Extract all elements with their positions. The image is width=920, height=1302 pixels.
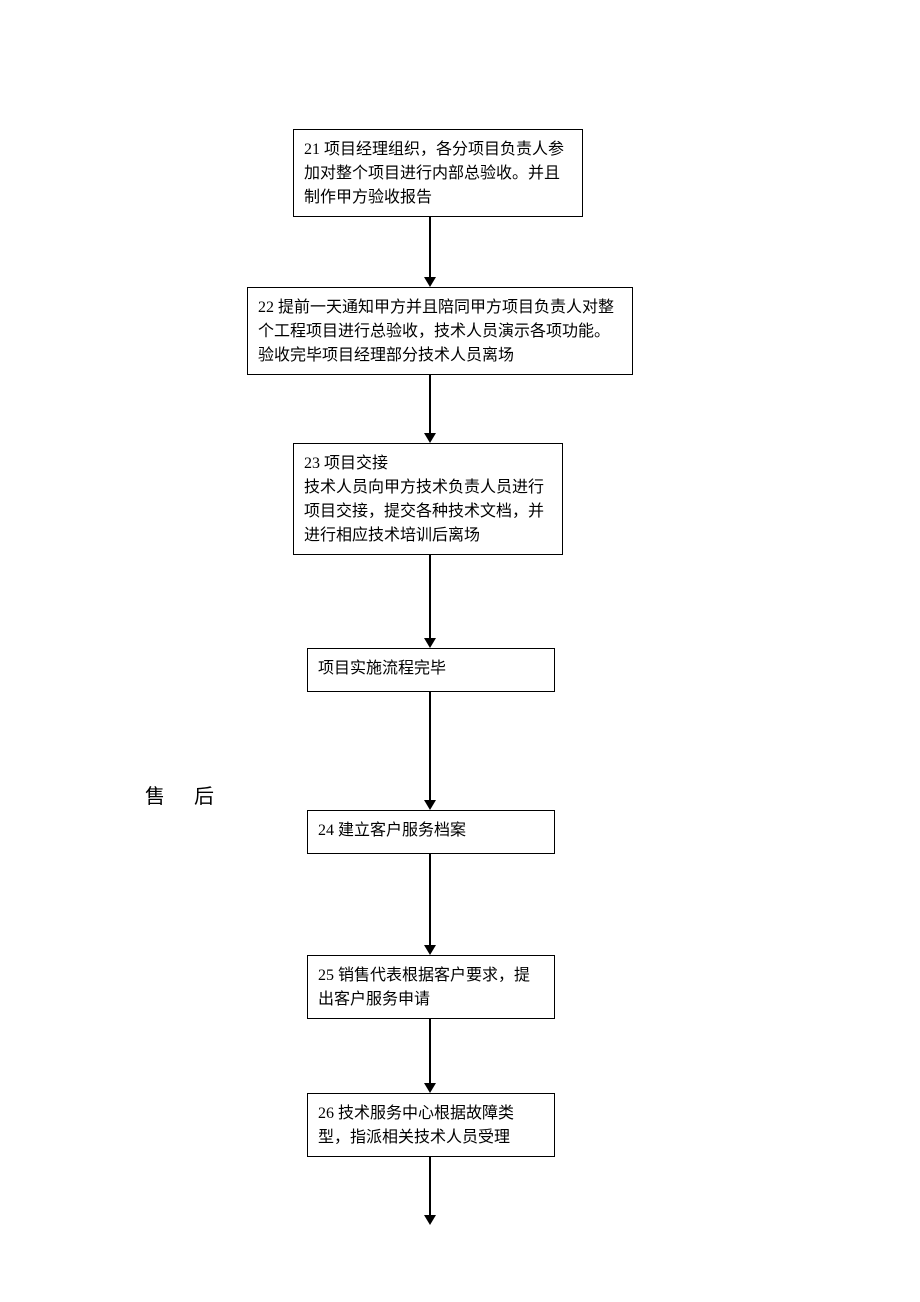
node-21: 21 项目经理组织，各分项目负责人参加对整个项目进行内部总验收。并且制作甲方验收… <box>293 129 583 217</box>
flowchart-container: 售 后 21 项目经理组织，各分项目负责人参加对整个项目进行内部总验收。并且制作… <box>0 0 920 1302</box>
arrow-line <box>429 555 431 638</box>
arrow-line <box>429 1019 431 1083</box>
arrow-head <box>424 277 436 287</box>
arrow-line <box>429 854 431 945</box>
arrow-head <box>424 1083 436 1093</box>
arrow-line <box>429 375 431 433</box>
arrow-line <box>429 217 431 277</box>
arrow-head <box>424 945 436 955</box>
node-26: 26 技术服务中心根据故障类型，指派相关技术人员受理 <box>307 1093 555 1157</box>
arrow-head <box>424 800 436 810</box>
section-label: 售 后 <box>145 780 226 809</box>
arrow-line <box>429 1157 431 1215</box>
arrow-head <box>424 638 436 648</box>
node-done: 项目实施流程完毕 <box>307 648 555 692</box>
node-25: 25 销售代表根据客户要求，提出客户服务申请 <box>307 955 555 1019</box>
arrow-head <box>424 1215 436 1225</box>
node-22: 22 提前一天通知甲方并且陪同甲方项目负责人对整个工程项目进行总验收，技术人员演… <box>247 287 633 375</box>
arrow-line <box>429 692 431 800</box>
arrow-head <box>424 433 436 443</box>
node-23-text: 23 项目交接 技术人员向甲方技术负责人员进行项目交接，提交各种技术文档，并进行… <box>304 455 544 544</box>
node-23: 23 项目交接 技术人员向甲方技术负责人员进行项目交接，提交各种技术文档，并进行… <box>293 443 563 555</box>
node-24: 24 建立客户服务档案 <box>307 810 555 854</box>
